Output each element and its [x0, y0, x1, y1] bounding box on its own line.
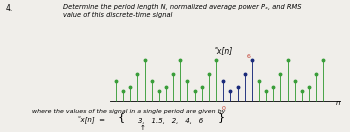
- Text: Determine the period length N, normalized average power Pₓ, and RMS
value of thi: Determine the period length N, normalize…: [63, 4, 301, 18]
- Text: 4.: 4.: [5, 4, 13, 13]
- Text: $\}$: $\}$: [217, 112, 225, 125]
- Text: 6: 6: [247, 54, 251, 59]
- Text: ↑: ↑: [140, 125, 146, 131]
- Text: where the values of the signal in a single period are given by: where the values of the signal in a sing…: [32, 109, 225, 114]
- Text: ˜x[n]  =: ˜x[n] =: [77, 117, 105, 124]
- Text: n: n: [336, 100, 341, 106]
- Text: ˜x[n]: ˜x[n]: [214, 47, 233, 56]
- Text: $\{$: $\{$: [117, 112, 125, 125]
- Text: 0: 0: [221, 106, 225, 111]
- Text: 3,   1.5,   2,   4,   6: 3, 1.5, 2, 4, 6: [138, 118, 203, 124]
